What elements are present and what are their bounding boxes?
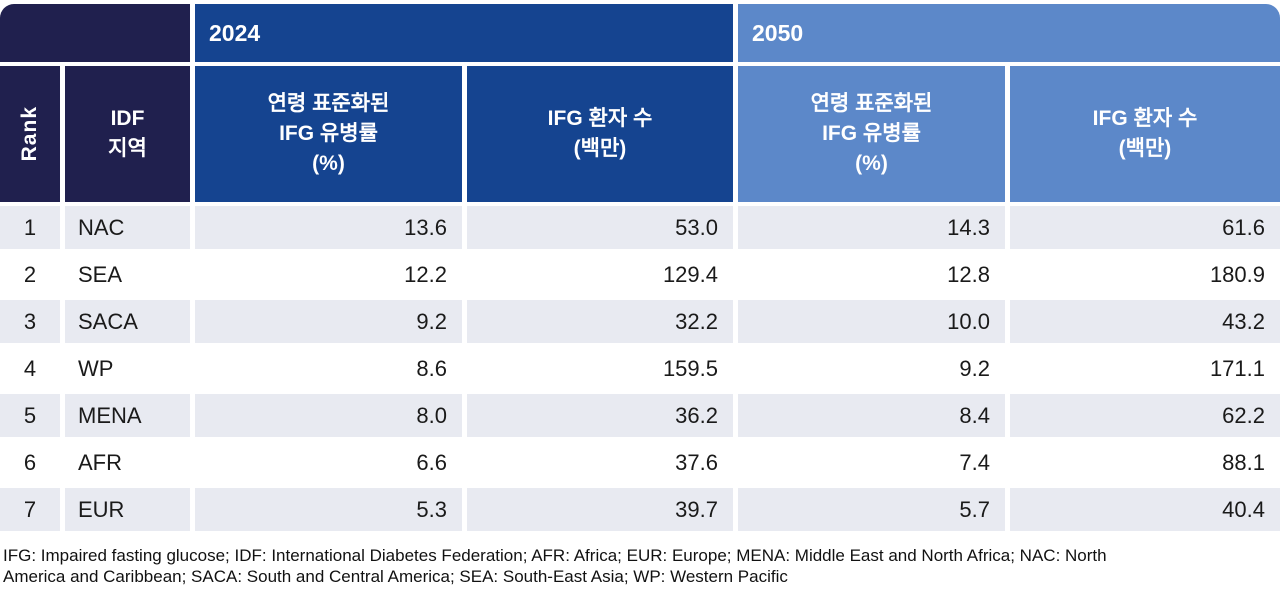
rank-header-label: Rank — [18, 106, 41, 162]
cell-prevalence-2024: 6.6 — [195, 441, 462, 484]
prevalence-header-line2: IFG 유병률 — [822, 122, 921, 145]
cell-region: SACA — [65, 300, 190, 343]
year-2024-label: 2024 — [209, 19, 261, 46]
cell-prevalence-2050: 5.7 — [738, 488, 1005, 531]
cell-count-2024: 159.5 — [467, 347, 733, 390]
cell-prevalence-2050: 8.4 — [738, 394, 1005, 437]
cell-prevalence-2050: 14.3 — [738, 206, 1005, 249]
col-header-count-2024: IFG 환자 수 (백만) — [467, 66, 733, 202]
cell-prevalence-2024: 5.3 — [195, 488, 462, 531]
cell-rank: 7 — [0, 488, 60, 531]
col-header-rank: Rank — [0, 66, 60, 202]
cell-prevalence-2050: 7.4 — [738, 441, 1005, 484]
cell-prevalence-2024: 13.6 — [195, 206, 462, 249]
year-2050-label: 2050 — [752, 19, 804, 46]
abbreviations-footnote: IFG: Impaired fasting glucose; IDF: Inte… — [3, 546, 1107, 586]
data-table: 2024 2050 Rank IDF 지역 연령 표준화된 IFG 유병률 (%… — [0, 4, 1280, 531]
prevalence-header-line2: IFG 유병률 — [279, 122, 378, 145]
cell-region: MENA — [65, 394, 190, 437]
cell-prevalence-2024: 8.6 — [195, 347, 462, 390]
cell-count-2050: 62.2 — [1010, 394, 1280, 437]
cell-count-2024: 37.6 — [467, 441, 733, 484]
cell-count-2050: 61.6 — [1010, 206, 1280, 249]
prevalence-header-line1: 연령 표준화된 — [810, 92, 933, 115]
cell-count-2024: 32.2 — [467, 300, 733, 343]
count-header-line2: (백만) — [1118, 137, 1172, 160]
col-header-prevalence-2024: 연령 표준화된 IFG 유병률 (%) — [195, 66, 462, 202]
region-header-line2: 지역 — [108, 137, 147, 160]
col-header-region: IDF 지역 — [65, 66, 190, 202]
count-header-line1: IFG 환자 수 — [547, 107, 653, 130]
cell-region: EUR — [65, 488, 190, 531]
cell-prevalence-2050: 10.0 — [738, 300, 1005, 343]
cell-rank: 2 — [0, 253, 60, 296]
corner-spacer-cell — [0, 4, 190, 62]
prevalence-header-line3: (%) — [312, 152, 345, 175]
cell-prevalence-2050: 12.8 — [738, 253, 1005, 296]
cell-rank: 6 — [0, 441, 60, 484]
year-group-header-2024: 2024 — [195, 4, 733, 62]
cell-region: WP — [65, 347, 190, 390]
year-group-header-2050: 2050 — [738, 4, 1280, 62]
cell-region: SEA — [65, 253, 190, 296]
region-header-line1: IDF — [110, 107, 145, 130]
cell-region: NAC — [65, 206, 190, 249]
cell-prevalence-2024: 9.2 — [195, 300, 462, 343]
cell-rank: 5 — [0, 394, 60, 437]
cell-count-2024: 36.2 — [467, 394, 733, 437]
cell-prevalence-2024: 8.0 — [195, 394, 462, 437]
cell-prevalence-2024: 12.2 — [195, 253, 462, 296]
cell-rank: 4 — [0, 347, 60, 390]
cell-count-2050: 40.4 — [1010, 488, 1280, 531]
cell-rank: 3 — [0, 300, 60, 343]
cell-count-2050: 180.9 — [1010, 253, 1280, 296]
cell-count-2024: 129.4 — [467, 253, 733, 296]
count-header-line1: IFG 환자 수 — [1092, 107, 1198, 130]
cell-count-2050: 43.2 — [1010, 300, 1280, 343]
cell-prevalence-2050: 9.2 — [738, 347, 1005, 390]
cell-count-2050: 88.1 — [1010, 441, 1280, 484]
count-header-line2: (백만) — [573, 137, 627, 160]
cell-region: AFR — [65, 441, 190, 484]
cell-count-2024: 39.7 — [467, 488, 733, 531]
cell-count-2050: 171.1 — [1010, 347, 1280, 390]
prevalence-header-line1: 연령 표준화된 — [267, 92, 390, 115]
cell-count-2024: 53.0 — [467, 206, 733, 249]
col-header-prevalence-2050: 연령 표준화된 IFG 유병률 (%) — [738, 66, 1005, 202]
cell-rank: 1 — [0, 206, 60, 249]
prevalence-header-line3: (%) — [855, 152, 888, 175]
col-header-count-2050: IFG 환자 수 (백만) — [1010, 66, 1280, 202]
